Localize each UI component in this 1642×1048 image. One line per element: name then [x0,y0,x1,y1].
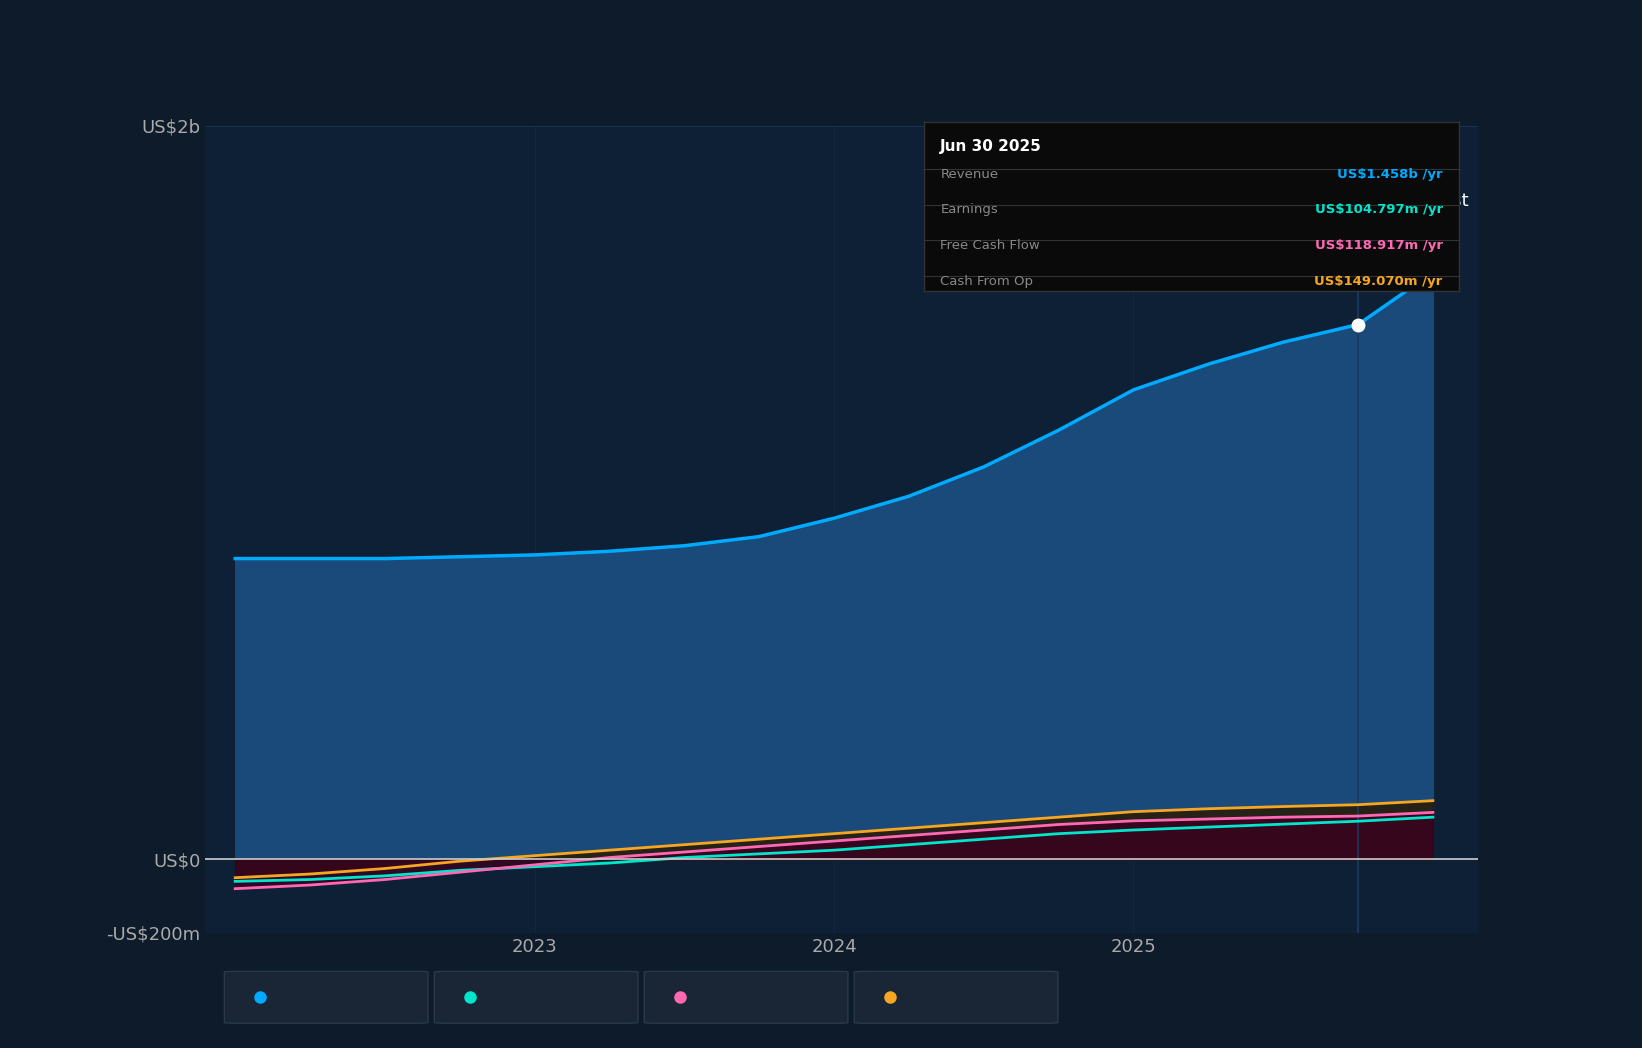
FancyBboxPatch shape [225,971,429,1023]
Text: Revenue: Revenue [941,168,998,180]
Text: US$118.917m /yr: US$118.917m /yr [1315,239,1443,252]
Text: US$1.458b /yr: US$1.458b /yr [1337,168,1443,180]
Text: Cash From Op: Cash From Op [911,989,1018,1005]
FancyBboxPatch shape [644,971,847,1023]
Text: US$149.070m /yr: US$149.070m /yr [1315,275,1443,287]
Text: Cash From Op: Cash From Op [941,275,1033,287]
Text: Earnings: Earnings [941,203,998,216]
Text: Free Cash Flow: Free Cash Flow [701,989,816,1005]
Text: Free Cash Flow: Free Cash Flow [941,239,1039,252]
Text: Past: Past [1432,192,1470,210]
FancyBboxPatch shape [854,971,1057,1023]
FancyBboxPatch shape [433,971,637,1023]
Text: Earnings: Earnings [491,989,558,1005]
Text: Revenue: Revenue [282,989,348,1005]
Text: Jun 30 2025: Jun 30 2025 [941,138,1043,154]
Text: US$104.797m /yr: US$104.797m /yr [1315,203,1443,216]
